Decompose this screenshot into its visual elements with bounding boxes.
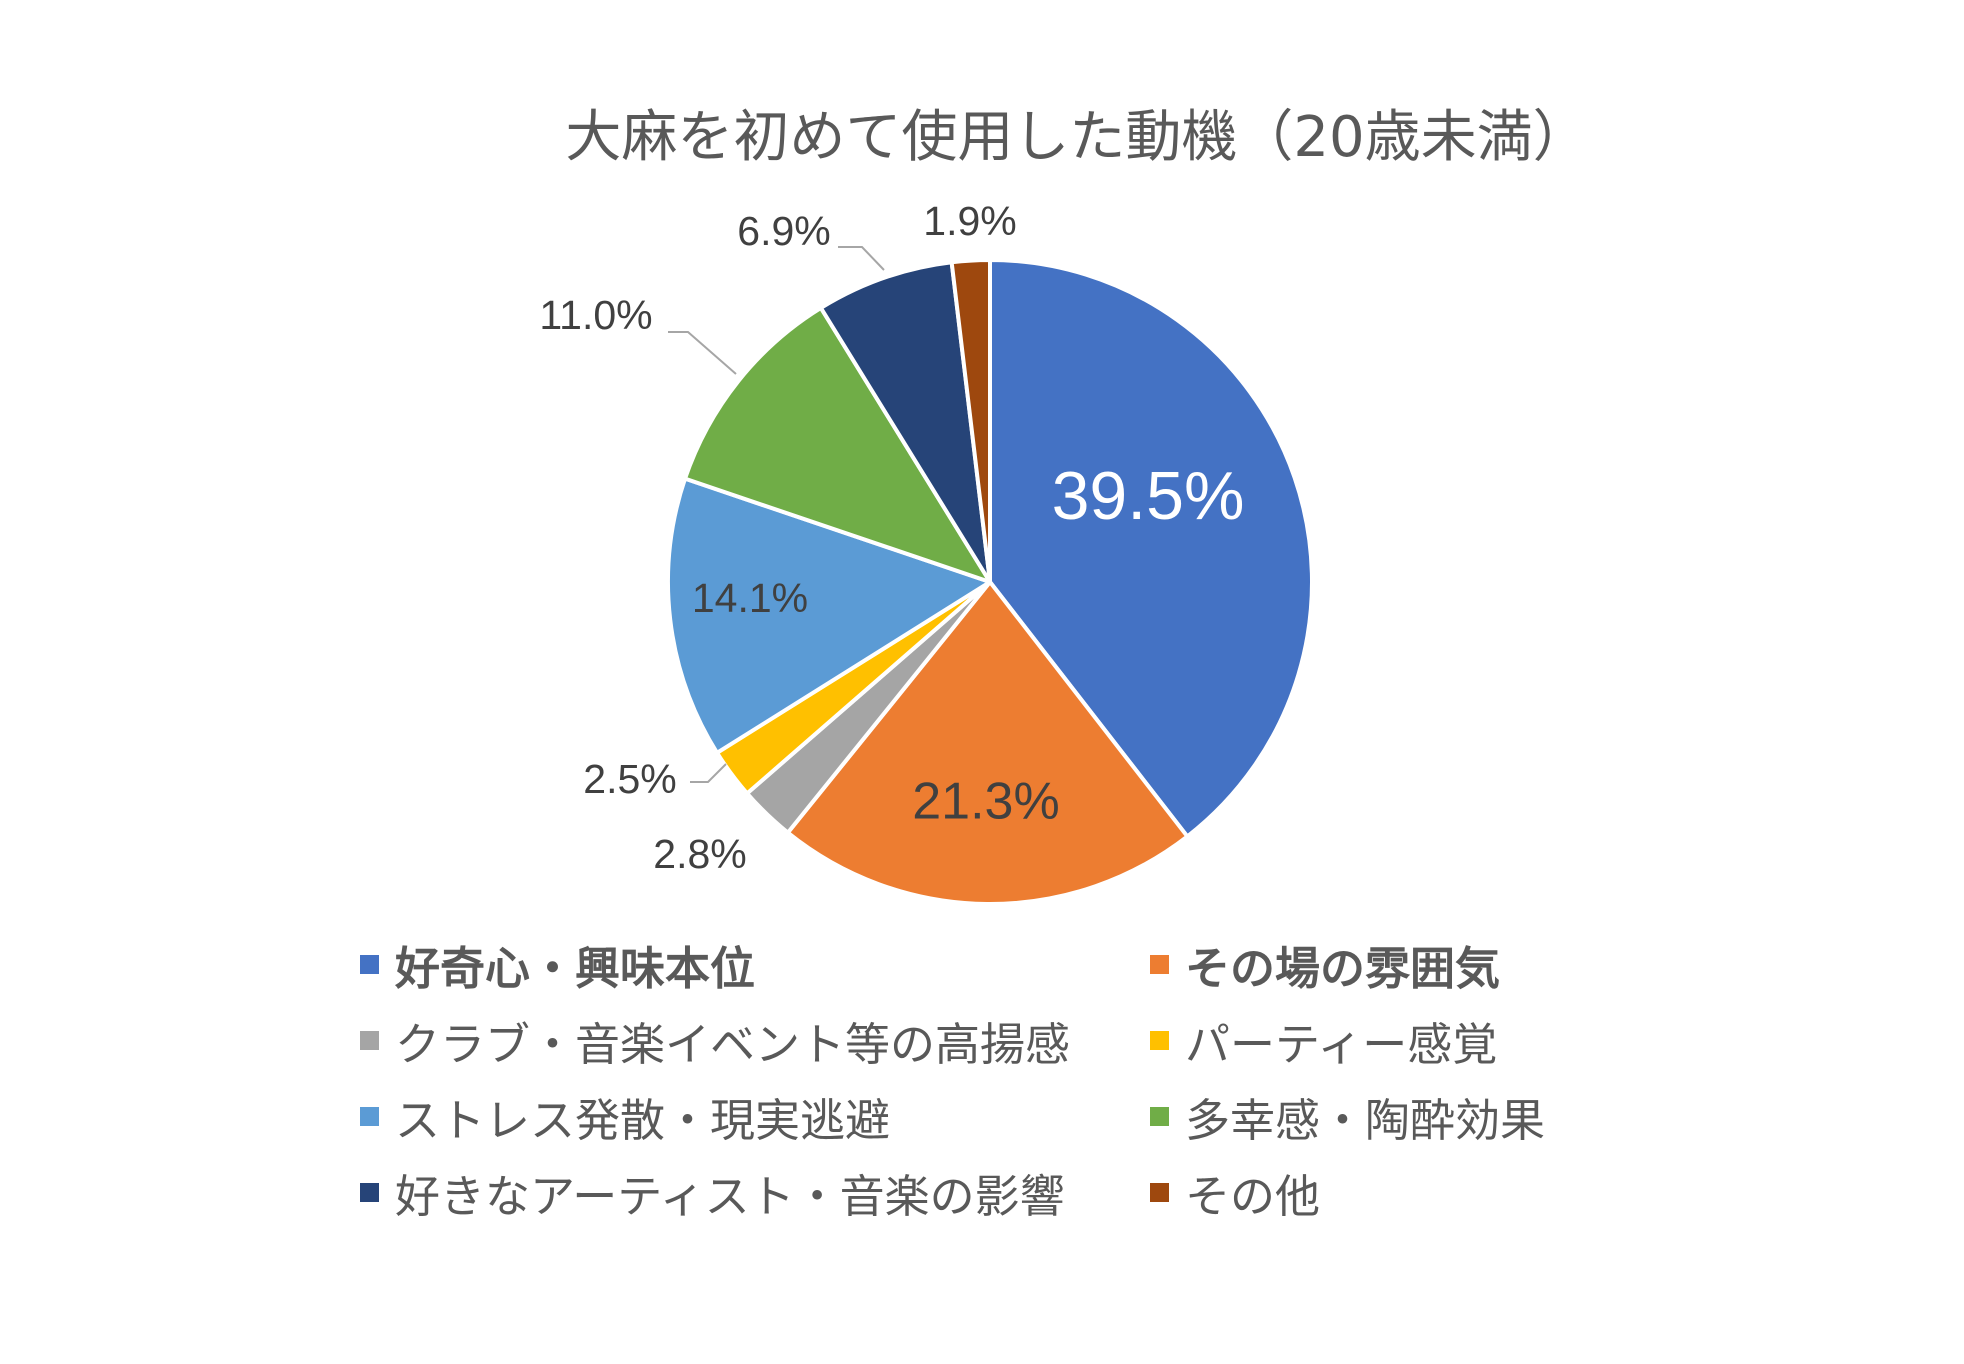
legend-label: パーティー感覚 [1185, 1018, 1498, 1071]
data-label: 21.3% [912, 773, 1059, 831]
leader-line [668, 331, 737, 375]
legend-item: その他 [1150, 1160, 1320, 1225]
legend-item: 好きなアーティスト・音楽の影響 [360, 1160, 1065, 1225]
data-label: 1.9% [923, 198, 1016, 244]
legend-item: クラブ・音楽イベント等の高揚感 [360, 1008, 1070, 1073]
legend-swatch [1150, 1183, 1169, 1202]
legend-swatch [1150, 1107, 1169, 1126]
legend-swatch [1150, 1031, 1169, 1050]
leader-line [690, 763, 727, 783]
leader-line [838, 246, 885, 271]
legend-label: 好奇心・興味本位 [395, 942, 756, 995]
legend-label: その場の雰囲気 [1185, 942, 1501, 995]
data-label: 11.0% [539, 292, 652, 338]
legend-swatch [360, 1107, 379, 1126]
data-label: 14.1% [692, 575, 808, 621]
legend-item: 多幸感・陶酔効果 [1150, 1084, 1545, 1149]
legend-swatch [1150, 955, 1169, 974]
pie-slice [949, 258, 992, 584]
legend-swatch [360, 1183, 379, 1202]
legend-item: 好奇心・興味本位 [360, 932, 755, 997]
legend-swatch [360, 955, 379, 974]
legend-swatch [360, 1031, 379, 1050]
chart-title: 大麻を初めて使用した動機（20歳未満） [565, 105, 1589, 170]
pie-slice [785, 580, 1190, 906]
data-label: 39.5% [1052, 458, 1245, 534]
data-label: 6.9% [737, 208, 830, 254]
pie-slice [683, 305, 992, 584]
pie-slice [666, 476, 992, 755]
legend-label: ストレス発散・現実逃避 [395, 1094, 891, 1147]
legend-label: クラブ・音楽イベント等の高揚感 [395, 1018, 1071, 1071]
legend-item: その場の雰囲気 [1150, 932, 1500, 997]
data-label: 2.5% [583, 756, 676, 802]
legend-item: ストレス発散・現実逃避 [360, 1084, 890, 1149]
pie-slice [818, 260, 992, 584]
legend-label: 好きなアーティスト・音楽の影響 [395, 1170, 1065, 1223]
legend-label: その他 [1185, 1170, 1321, 1223]
data-label: 2.8% [653, 831, 746, 877]
legend-label: 多幸感・陶酔効果 [1185, 1094, 1546, 1147]
pie-slice [988, 258, 1314, 839]
legend-item: パーティー感覚 [1150, 1008, 1497, 1073]
